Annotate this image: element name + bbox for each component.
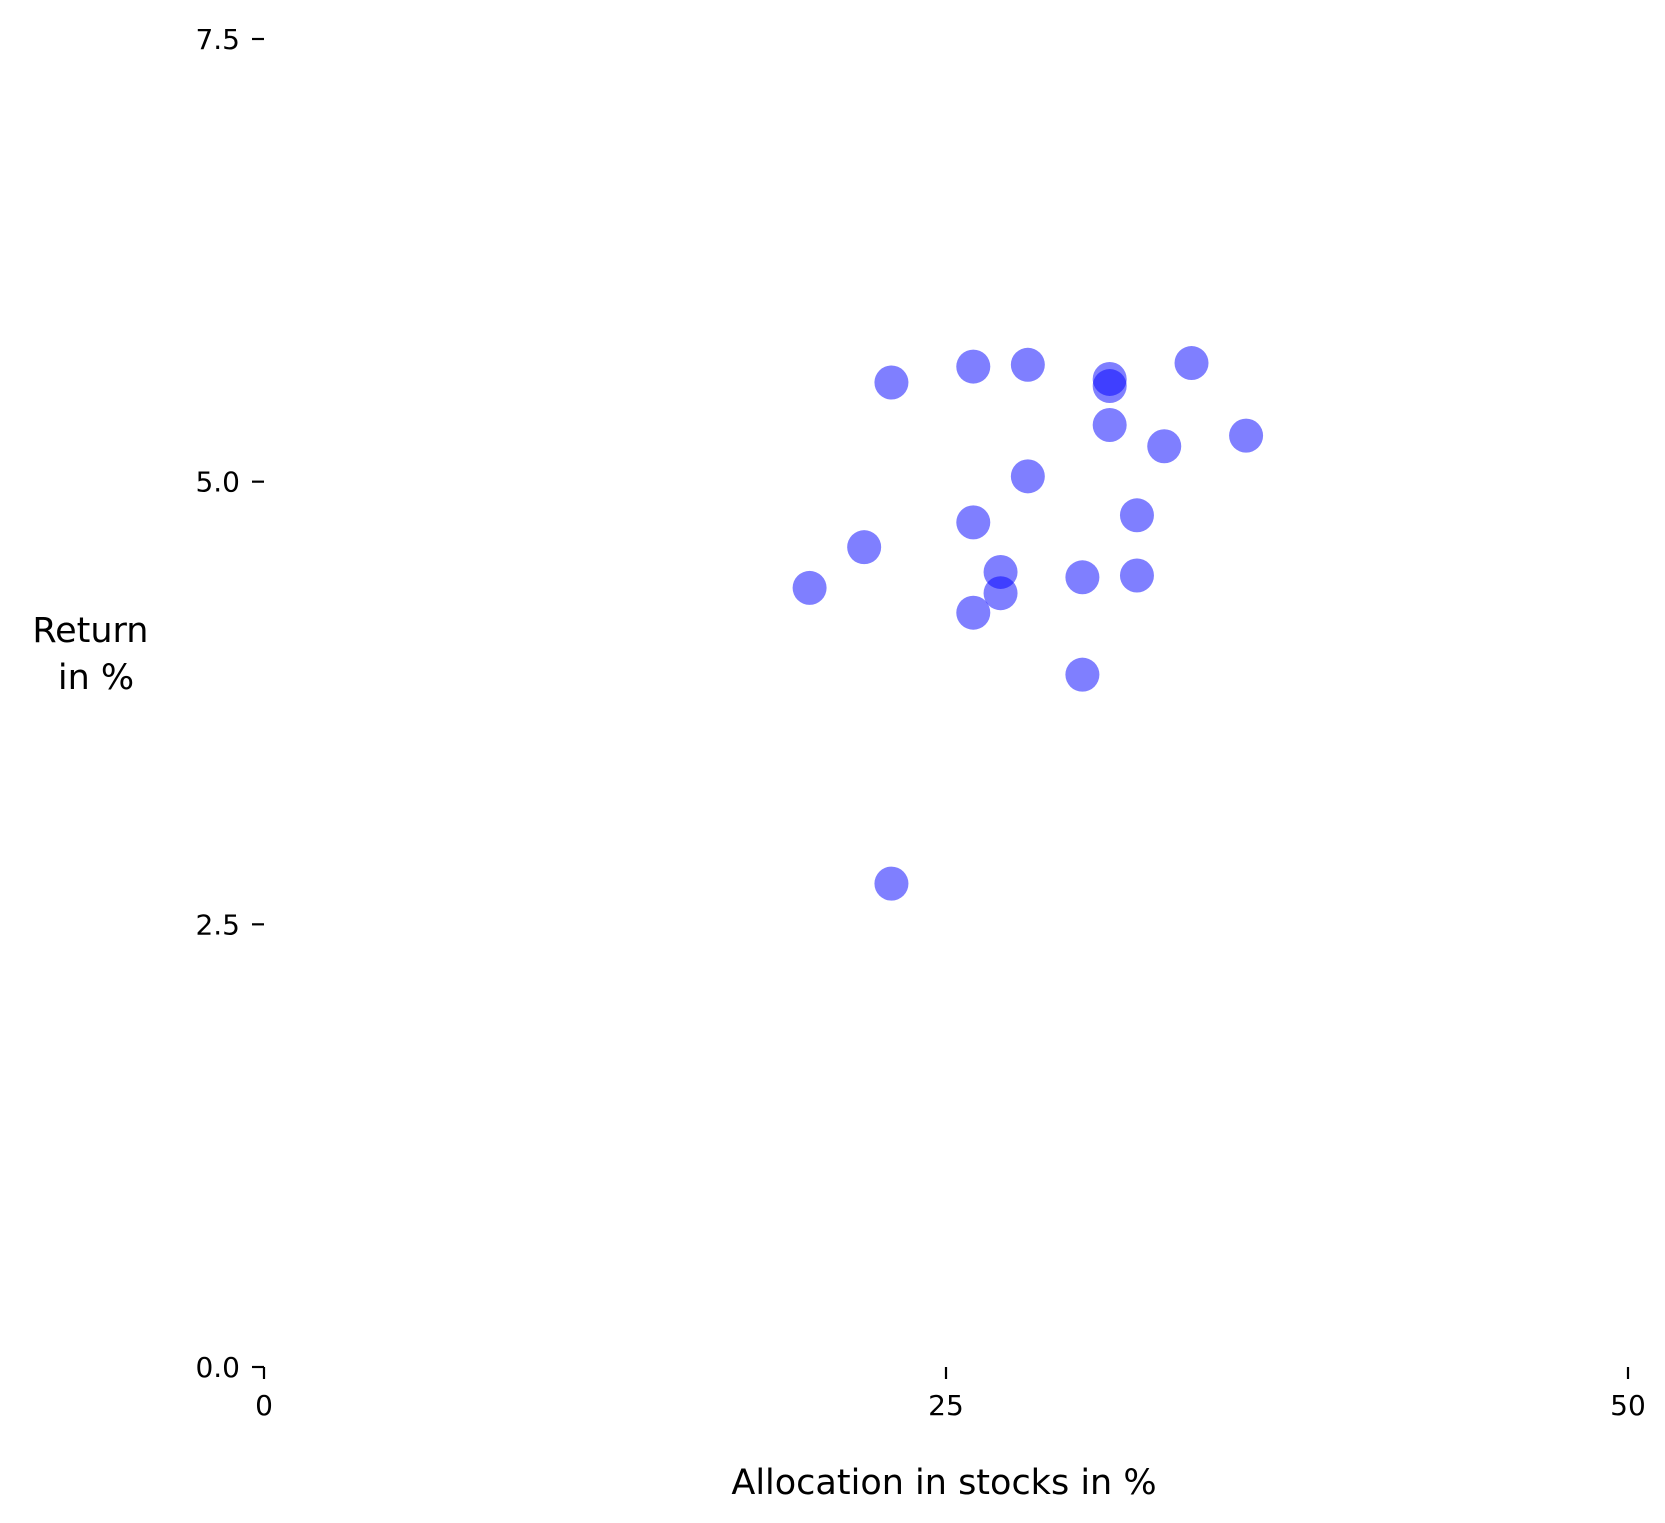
scatter-point xyxy=(1011,459,1045,493)
scatter-point xyxy=(1011,348,1045,382)
scatter-point xyxy=(1120,498,1154,532)
scatter-point xyxy=(984,555,1018,589)
scatter-points xyxy=(793,346,1263,901)
scatter-point xyxy=(847,530,881,564)
y-axis-label: Return in % xyxy=(32,611,159,698)
scatter-point xyxy=(1093,362,1127,396)
y-axis-label-line-2: in % xyxy=(58,658,134,698)
scatter-point xyxy=(874,867,908,901)
y-tick-label: 7.5 xyxy=(195,23,240,56)
scatter-point xyxy=(956,350,990,384)
scatter-point xyxy=(793,571,827,605)
y-tick-label: 0.0 xyxy=(195,1351,240,1384)
x-tick-label: 50 xyxy=(1610,1389,1646,1422)
scatter-point xyxy=(956,505,990,539)
x-tick-label: 25 xyxy=(928,1389,964,1422)
scatter-point xyxy=(1120,559,1154,593)
y-axis-label-line-1: Return xyxy=(32,611,148,651)
y-axis: 0.0 2.5 5.0 7.5 xyxy=(195,23,264,1384)
scatter-point xyxy=(1065,560,1099,594)
scatter-point xyxy=(1229,419,1263,453)
x-axis: 0 25 50 xyxy=(255,1367,1646,1422)
scatter-point xyxy=(1175,346,1209,380)
scatter-point xyxy=(1093,408,1127,442)
scatter-point xyxy=(1065,658,1099,692)
y-tick-label: 2.5 xyxy=(195,908,240,941)
scatter-point xyxy=(1147,429,1181,463)
x-tick-label: 0 xyxy=(255,1389,273,1422)
x-axis-label: Allocation in stocks in % xyxy=(731,1463,1156,1503)
y-tick-label: 5.0 xyxy=(195,466,240,499)
scatter-point xyxy=(956,596,990,630)
scatter-point xyxy=(874,366,908,400)
